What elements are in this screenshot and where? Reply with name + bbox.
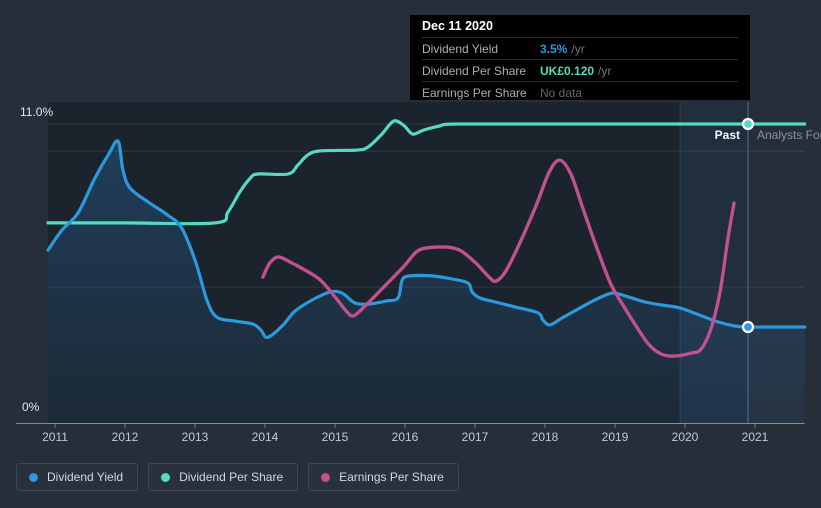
x-axis-label-2019: 2019: [601, 430, 629, 444]
dividend-yield-line: [46, 139, 807, 339]
y-axis-max-label: 11.0%: [20, 105, 54, 119]
x-axis-label-2017: 2017: [461, 430, 489, 444]
legend-label: Dividend Per Share: [179, 470, 284, 484]
tooltip-row-dividend-yield: Dividend Yield 3.5% /yr: [422, 37, 738, 59]
tooltip-unit: /yr: [598, 63, 612, 78]
x-axis-label-2011: 2011: [42, 430, 68, 444]
tooltip-value: 3.5%: [540, 41, 568, 56]
legend-label: Earnings Per Share: [339, 470, 444, 484]
earnings-per-share-line: [261, 158, 736, 358]
x-axis-label-2018: 2018: [531, 430, 559, 444]
dividend-yield-dot-icon: [29, 472, 38, 482]
x-axis-label-2020: 2020: [671, 430, 699, 444]
analysts-forecast-region-label: Analysts Forecasts: [757, 128, 821, 142]
dividend-per-share-line: [46, 119, 807, 226]
y-axis-min-label: 0%: [22, 400, 40, 414]
x-axis-label-2012: 2012: [111, 430, 139, 444]
legend: Dividend Yield Dividend Per Share Earnin…: [16, 463, 459, 491]
x-axis-label-2016: 2016: [391, 430, 419, 444]
dividend-per-share-dot-icon: [161, 472, 171, 482]
x-axis-label-2021: 2021: [741, 430, 769, 444]
tooltip-row-dividend-per-share: Dividend Per Share UK£0.120 /yr: [422, 59, 738, 81]
x-axis-label-2013: 2013: [181, 430, 209, 444]
hover-tooltip: Dec 11 2020 Dividend Yield 3.5% /yr Divi…: [410, 15, 750, 100]
x-axis-label-2015: 2015: [321, 430, 349, 444]
hover-markers: [741, 117, 755, 334]
legend-item-earnings-per-share[interactable]: Earnings Per Share: [308, 463, 459, 491]
legend-item-dividend-yield[interactable]: Dividend Yield: [16, 463, 139, 491]
tooltip-unit: /yr: [571, 41, 585, 56]
tooltip-value: UK£0.120: [540, 63, 595, 78]
x-axis: [16, 423, 805, 428]
past-region-label: Past: [714, 128, 740, 142]
dividend-yield-area-fill: [48, 140, 805, 424]
marker-dot-dividend-per-share: [741, 117, 755, 131]
tooltip-row-earnings-per-share: Earnings Per Share No data: [422, 81, 738, 103]
tooltip-label: Dividend Yield: [422, 41, 499, 56]
legend-label: Dividend Yield: [47, 470, 124, 484]
legend-item-dividend-per-share[interactable]: Dividend Per Share: [148, 463, 299, 491]
tooltip-label: Dividend Per Share: [422, 63, 527, 78]
marker-dot-dividend-yield: [741, 320, 755, 334]
tooltip-label: Earnings Per Share: [422, 85, 527, 100]
x-axis-label-2014: 2014: [251, 430, 279, 444]
tooltip-date: Dec 11 2020: [422, 19, 493, 33]
earnings-per-share-dot-icon: [321, 472, 331, 482]
tooltip-value: No data: [540, 85, 583, 100]
